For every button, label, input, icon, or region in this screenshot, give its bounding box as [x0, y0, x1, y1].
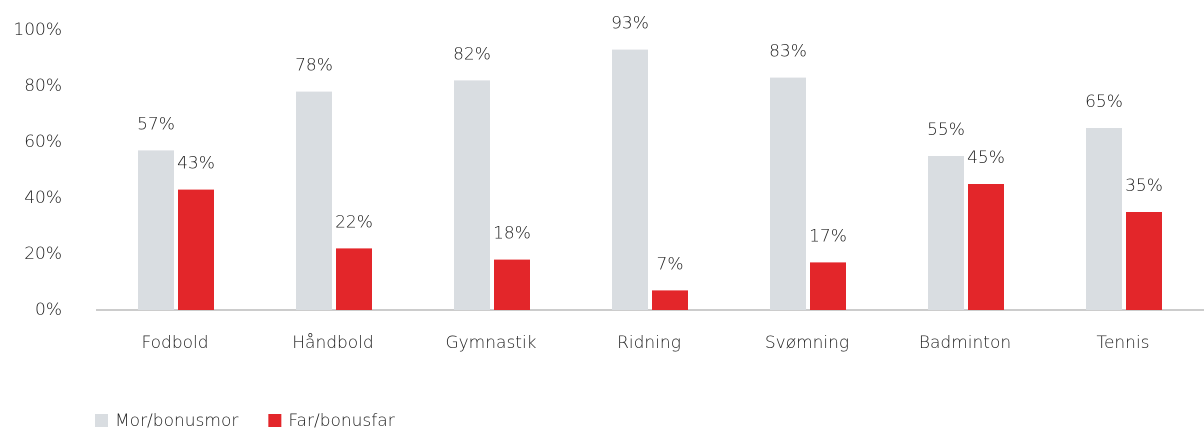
- value-label: 93%: [611, 14, 649, 34]
- bar: [652, 290, 688, 310]
- x-tick-label: Tennis: [1096, 333, 1149, 353]
- bar: [928, 156, 964, 310]
- y-tick-label: 60%: [24, 132, 62, 152]
- bar: [612, 49, 648, 310]
- value-label: 7%: [657, 254, 684, 274]
- bar: [296, 91, 332, 310]
- x-tick-label: Gymnastik: [445, 333, 536, 353]
- bar: [810, 262, 846, 310]
- x-tick-label: Ridning: [617, 333, 681, 353]
- legend-label: Far/bonusfar: [288, 411, 394, 430]
- value-label: 18%: [493, 224, 531, 244]
- x-tick-label: Badminton: [919, 333, 1011, 353]
- bar: [336, 248, 372, 310]
- value-label: 17%: [809, 226, 847, 246]
- bar: [968, 184, 1004, 310]
- value-label: 57%: [137, 114, 175, 134]
- x-tick-label: Svømning: [765, 333, 849, 353]
- y-tick-label: 80%: [24, 76, 62, 96]
- value-label: 82%: [453, 44, 491, 64]
- bar: [494, 259, 530, 310]
- value-label: 45%: [967, 148, 1005, 168]
- value-label: 78%: [295, 56, 333, 76]
- value-label: 43%: [177, 154, 215, 174]
- bar: [770, 77, 806, 310]
- legend-swatch: [95, 414, 108, 427]
- value-label: 55%: [927, 120, 965, 140]
- bar: [1086, 128, 1122, 310]
- y-tick-label: 40%: [24, 188, 62, 208]
- x-tick-label: Fodbold: [141, 333, 208, 353]
- value-label: 35%: [1125, 176, 1163, 196]
- y-tick-label: 100%: [13, 20, 62, 40]
- y-tick-label: 0%: [35, 300, 62, 320]
- x-tick-label: Håndbold: [292, 332, 373, 353]
- legend-label: Mor/bonusmor: [115, 411, 238, 430]
- value-label: 22%: [335, 212, 373, 232]
- bar: [178, 189, 214, 310]
- bar: [1126, 212, 1162, 310]
- value-label: 65%: [1085, 92, 1123, 112]
- value-label: 83%: [769, 42, 807, 62]
- y-tick-label: 20%: [24, 244, 62, 264]
- bar: [454, 80, 490, 311]
- bar: [138, 150, 174, 310]
- legend-swatch: [268, 414, 282, 427]
